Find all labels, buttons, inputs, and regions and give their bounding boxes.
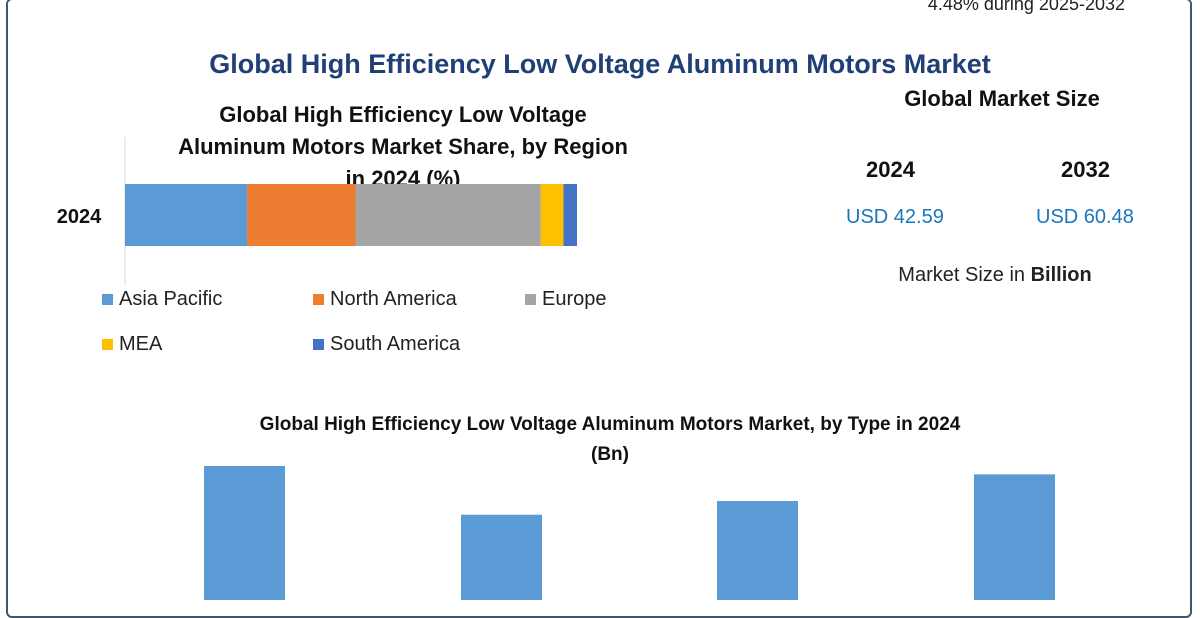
legend-north-america: North America	[313, 288, 457, 311]
type-chart-title-line2: (Bn)	[591, 444, 629, 465]
region-bar-segment-asia-pacific	[125, 184, 248, 246]
type-chart-title: Global High Efficiency Low Voltage Alumi…	[160, 410, 1060, 470]
legend-label: Asia Pacific	[119, 288, 223, 310]
legend-swatch	[525, 294, 536, 305]
legend-swatch	[102, 294, 113, 305]
year-2032-label: 2032	[1061, 157, 1110, 182]
unit-prefix: Market Size in	[898, 264, 1026, 286]
unit-bold: Billion	[1030, 264, 1092, 286]
legend-asia-pacific: Asia Pacific	[102, 288, 222, 311]
type-bar-1	[204, 466, 285, 600]
legend-south-america: South America	[313, 333, 460, 356]
legend-swatch	[102, 339, 113, 350]
cagr-text: 4.48% during 2025-2032	[927, 0, 1125, 14]
region-bar-segment-europe	[355, 184, 541, 246]
type-bar-3	[717, 501, 798, 600]
region-chart-title-line1: Global High Efficiency Low Voltage	[219, 102, 587, 127]
legend-label: MEA	[119, 333, 163, 355]
region-category-label: 2024	[57, 206, 102, 228]
market-size-title: Global Market Size	[904, 86, 1100, 111]
market-size-unit: Market Size in Billion	[860, 264, 1130, 287]
legend-label: Europe	[542, 288, 607, 310]
region-chart-title-line2: Aluminum Motors Market Share, by Region	[178, 134, 628, 159]
legend-swatch	[313, 294, 324, 305]
region-bar-segment-north-america	[247, 184, 356, 246]
market-value-2024: USD 42.59	[846, 206, 944, 228]
legend-mea: MEA	[102, 333, 162, 356]
type-bar-4	[974, 474, 1055, 600]
legend-europe: Europe	[525, 288, 607, 311]
legend-swatch	[313, 339, 324, 350]
type-bar-2	[461, 514, 542, 600]
type-chart-title-line1: Global High Efficiency Low Voltage Alumi…	[259, 414, 961, 435]
charts-canvas: 2024	[57, 137, 1055, 600]
year-2024-label: 2024	[866, 157, 915, 182]
legend-label: North America	[330, 288, 457, 310]
market-value-2032: USD 60.48	[1036, 206, 1134, 228]
legend-label: South America	[330, 333, 461, 355]
region-bar-segment-south-america	[563, 184, 577, 246]
main-title: Global High Efficiency Low Voltage Alumi…	[209, 49, 991, 79]
region-bar-segment-mea	[540, 184, 564, 246]
